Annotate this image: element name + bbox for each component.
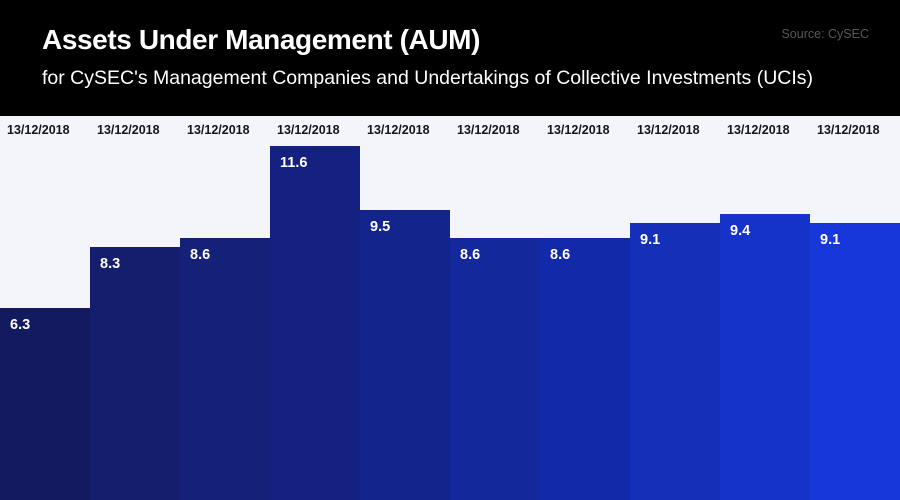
bar: 11.6 <box>270 146 360 500</box>
date-label: 13/12/2018 <box>97 123 160 137</box>
bar: 9.1 <box>810 222 900 500</box>
bar-column: 13/12/2018 8.6 <box>540 116 630 500</box>
bar: 6.3 <box>0 308 90 500</box>
value-label: 9.1 <box>640 231 661 248</box>
bar: 9.5 <box>360 210 450 500</box>
bar: 8.3 <box>90 247 180 500</box>
value-label: 9.4 <box>730 222 751 239</box>
bar-column: 13/12/2018 8.3 <box>90 116 180 500</box>
date-label: 13/12/2018 <box>727 123 790 137</box>
value-label: 8.6 <box>460 246 481 263</box>
bar: 9.4 <box>720 213 810 500</box>
value-label: 9.1 <box>820 231 841 248</box>
bar: 8.6 <box>540 237 630 500</box>
date-label: 13/12/2018 <box>187 123 250 137</box>
value-label: 6.3 <box>10 317 31 333</box>
date-label: 13/12/2018 <box>547 123 610 137</box>
bar-column: 13/12/2018 8.6 <box>450 116 540 500</box>
date-label: 13/12/2018 <box>277 123 340 137</box>
bar-column: 13/12/2018 9.5 <box>360 116 450 500</box>
bar-column: 13/12/2018 11.6 <box>270 116 360 500</box>
date-label: 13/12/2018 <box>7 123 70 137</box>
date-label: 13/12/2018 <box>367 123 430 137</box>
value-label: 9.5 <box>370 219 391 236</box>
plot-area: 13/12/2018 6.3 13/12/2018 8.3 13/12/2018 8.6 1… <box>0 116 900 500</box>
value-label: 8.6 <box>190 246 211 263</box>
header: Source: CySEC Assets Under Management (A… <box>0 0 900 116</box>
bar: 8.6 <box>180 237 270 500</box>
date-label: 13/12/2018 <box>637 123 700 137</box>
bar-column: 13/12/2018 9.4 <box>720 116 810 500</box>
chart-title: Assets Under Management (AUM) <box>42 24 481 55</box>
bar-column: 13/12/2018 6.3 <box>0 116 90 500</box>
bar-column: 13/12/2018 9.1 <box>810 116 900 500</box>
bar-column: 13/12/2018 9.1 <box>630 116 720 500</box>
value-label: 11.6 <box>280 155 308 172</box>
bar-column: 13/12/2018 8.6 <box>180 116 270 500</box>
bar: 9.1 <box>630 222 720 500</box>
source-label: Source: CySEC <box>781 27 869 41</box>
bar: 8.6 <box>450 237 540 500</box>
chart-subtitle: for CySEC's Management Companies and Und… <box>42 67 814 89</box>
value-label: 8.3 <box>100 256 121 273</box>
value-label: 8.6 <box>550 246 571 263</box>
date-label: 13/12/2018 <box>457 123 520 137</box>
date-label: 13/12/2018 <box>817 123 880 137</box>
